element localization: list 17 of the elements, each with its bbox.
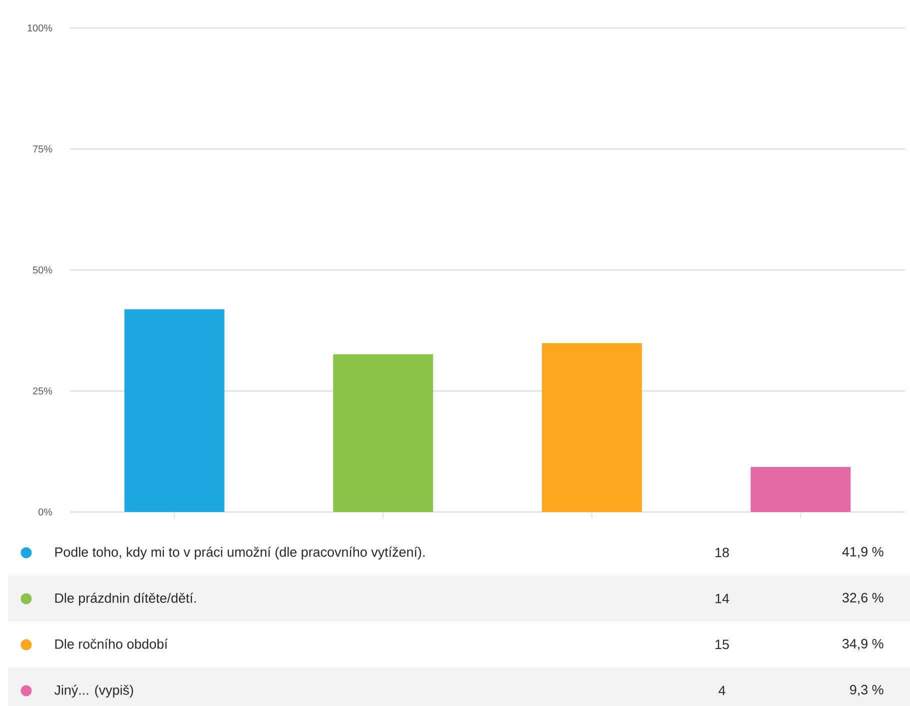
y-tick-label: 0% [38,508,52,516]
y-tick-label: 25% [33,387,52,395]
text: 4 [718,686,726,696]
text: 34,9 % [842,638,884,650]
text: 9,3 % [850,684,884,696]
legend-label: Podle toho, kdy mi to v práci umožní (dle pracovního vytížení). [55,546,424,560]
y-tick-label: 75% [33,145,52,152]
text: 32,6 % [842,592,884,604]
legend-label: Dle ročního období [55,638,168,649]
legend-label: Jiný... (vypiš) [54,684,134,698]
legend-label: Dle prázdnin dítěte/dětí. [55,592,196,606]
y-tick-label: 50% [32,266,52,274]
text: 15 [716,640,729,650]
text: 18 [716,548,729,558]
text: 14 [716,594,730,604]
y-tick-label: 100% [28,24,52,32]
text: 41,9 % [842,546,884,558]
